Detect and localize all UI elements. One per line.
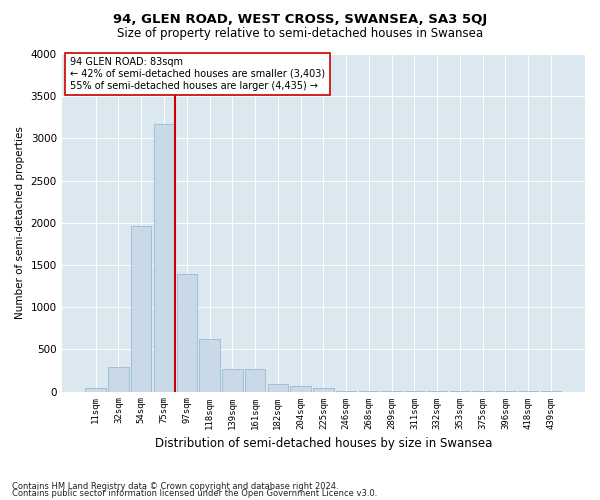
Text: 94, GLEN ROAD, WEST CROSS, SWANSEA, SA3 5QJ: 94, GLEN ROAD, WEST CROSS, SWANSEA, SA3 … xyxy=(113,12,487,26)
Bar xyxy=(313,388,334,392)
Text: 94 GLEN ROAD: 83sqm
← 42% of semi-detached houses are smaller (3,403)
55% of sem: 94 GLEN ROAD: 83sqm ← 42% of semi-detach… xyxy=(70,58,325,90)
Bar xyxy=(290,386,311,392)
Bar xyxy=(222,369,242,392)
Bar xyxy=(245,369,265,392)
Bar xyxy=(336,390,356,392)
Bar xyxy=(176,274,197,392)
Text: Contains public sector information licensed under the Open Government Licence v3: Contains public sector information licen… xyxy=(12,490,377,498)
Bar xyxy=(85,388,106,392)
X-axis label: Distribution of semi-detached houses by size in Swansea: Distribution of semi-detached houses by … xyxy=(155,437,492,450)
Text: Contains HM Land Registry data © Crown copyright and database right 2024.: Contains HM Land Registry data © Crown c… xyxy=(12,482,338,491)
Y-axis label: Number of semi-detached properties: Number of semi-detached properties xyxy=(15,126,25,319)
Bar xyxy=(108,366,129,392)
Bar xyxy=(268,384,288,392)
Bar xyxy=(154,124,174,392)
Bar xyxy=(131,226,151,392)
Text: Size of property relative to semi-detached houses in Swansea: Size of property relative to semi-detach… xyxy=(117,28,483,40)
Bar xyxy=(199,339,220,392)
